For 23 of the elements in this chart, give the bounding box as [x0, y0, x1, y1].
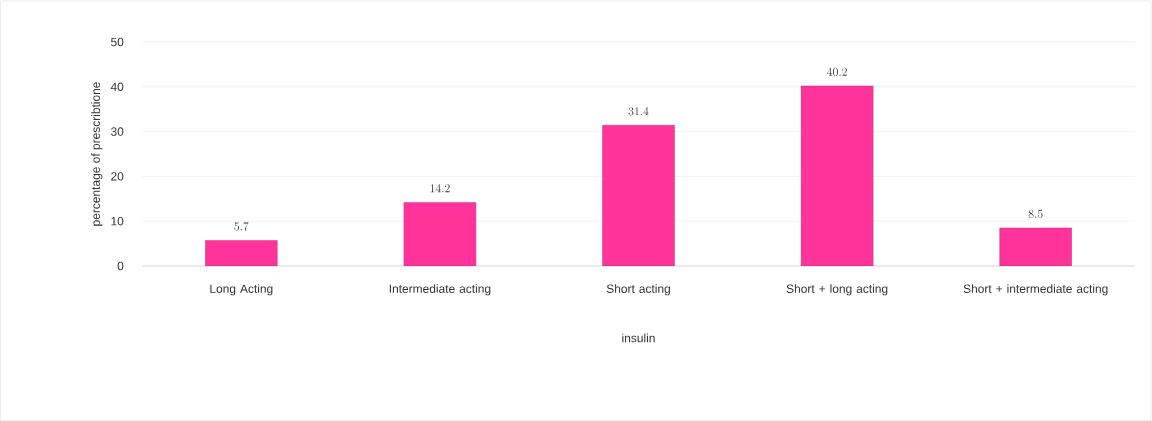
- bar: [403, 202, 477, 266]
- bar: [602, 125, 675, 266]
- data-label: 8.5: [1028, 209, 1043, 218]
- x-tick-label: Long Acting: [210, 284, 273, 296]
- y-tick-label: 0: [117, 261, 124, 271]
- bar: [999, 227, 1072, 266]
- x-tick-label: Short + long acting: [786, 284, 888, 296]
- y-tick-label: 40: [110, 82, 124, 92]
- y-tick-label: 20: [111, 172, 124, 181]
- data-label: 14.2: [430, 184, 450, 193]
- x-axis-title: insulin: [622, 333, 655, 343]
- y-tick-label: 50: [111, 37, 124, 47]
- x-tick-label: Short + intermediate acting: [963, 284, 1108, 296]
- bar: [800, 85, 874, 266]
- y-tick-label: 30: [110, 127, 124, 136]
- y-axis-title: percentage of prescribtione: [91, 82, 103, 226]
- x-tick-label: Short acting: [606, 284, 670, 296]
- x-tick-label: Intermediate acting: [389, 284, 491, 296]
- data-label: 40.2: [827, 67, 847, 76]
- bar: [205, 240, 278, 266]
- data-label: 5.7: [234, 222, 249, 231]
- data-label: 31 .4: [628, 107, 649, 116]
- y-tick-label: 10: [111, 216, 124, 226]
